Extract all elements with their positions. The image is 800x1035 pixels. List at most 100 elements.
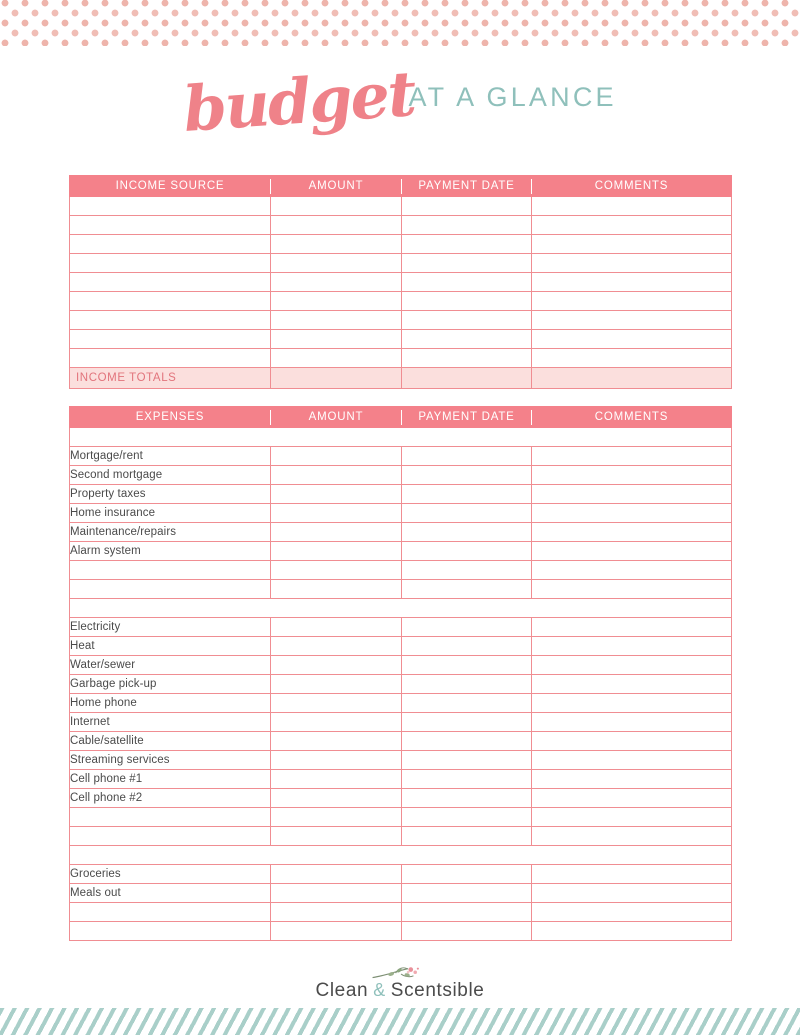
expense-payment-date-cell[interactable]: [401, 636, 532, 656]
income-source-cell[interactable]: [69, 234, 271, 254]
expense-amount-cell[interactable]: [270, 655, 402, 675]
expense-label-cell[interactable]: [69, 921, 271, 941]
expense-amount-cell[interactable]: [270, 693, 402, 713]
expense-amount-cell[interactable]: [270, 541, 402, 561]
expense-payment-date-cell[interactable]: [401, 769, 532, 789]
income-comments-cell[interactable]: [531, 215, 732, 235]
income-source-cell[interactable]: [69, 291, 271, 311]
expense-amount-cell[interactable]: [270, 484, 402, 504]
income-amount-cell[interactable]: [270, 215, 402, 235]
expense-comments-cell[interactable]: [531, 921, 732, 941]
expense-comments-cell[interactable]: [531, 864, 732, 884]
expense-amount-cell[interactable]: [270, 750, 402, 770]
expense-payment-date-cell[interactable]: [401, 503, 532, 523]
income-totals-comments-cell[interactable]: [531, 367, 732, 389]
income-payment-date-cell[interactable]: [401, 253, 532, 273]
income-source-cell[interactable]: [69, 215, 271, 235]
expense-comments-cell[interactable]: [531, 826, 732, 846]
income-comments-cell[interactable]: [531, 291, 732, 311]
expense-payment-date-cell[interactable]: [401, 484, 532, 504]
expense-amount-cell[interactable]: [270, 579, 402, 599]
expense-comments-cell[interactable]: [531, 883, 732, 903]
income-amount-cell[interactable]: [270, 348, 402, 368]
expense-amount-cell[interactable]: [270, 864, 402, 884]
expense-comments-cell[interactable]: [531, 484, 732, 504]
expense-payment-date-cell[interactable]: [401, 522, 532, 542]
expense-comments-cell[interactable]: [531, 560, 732, 580]
income-amount-cell[interactable]: [270, 196, 402, 216]
expense-payment-date-cell[interactable]: [401, 693, 532, 713]
income-amount-cell[interactable]: [270, 253, 402, 273]
expense-payment-date-cell[interactable]: [401, 826, 532, 846]
expense-amount-cell[interactable]: [270, 503, 402, 523]
income-source-cell[interactable]: [69, 310, 271, 330]
income-amount-cell[interactable]: [270, 310, 402, 330]
income-payment-date-cell[interactable]: [401, 215, 532, 235]
expense-payment-date-cell[interactable]: [401, 465, 532, 485]
expense-amount-cell[interactable]: [270, 446, 402, 466]
expense-comments-cell[interactable]: [531, 902, 732, 922]
expense-payment-date-cell[interactable]: [401, 921, 532, 941]
income-amount-cell[interactable]: [270, 329, 402, 349]
expense-amount-cell[interactable]: [270, 636, 402, 656]
expense-payment-date-cell[interactable]: [401, 788, 532, 808]
expense-amount-cell[interactable]: [270, 712, 402, 732]
income-payment-date-cell[interactable]: [401, 348, 532, 368]
income-amount-cell[interactable]: [270, 272, 402, 292]
expense-payment-date-cell[interactable]: [401, 617, 532, 637]
income-comments-cell[interactable]: [531, 253, 732, 273]
income-source-cell[interactable]: [69, 272, 271, 292]
expense-amount-cell[interactable]: [270, 769, 402, 789]
income-payment-date-cell[interactable]: [401, 196, 532, 216]
income-source-cell[interactable]: [69, 196, 271, 216]
expense-amount-cell[interactable]: [270, 617, 402, 637]
income-payment-date-cell[interactable]: [401, 234, 532, 254]
expense-comments-cell[interactable]: [531, 750, 732, 770]
expense-payment-date-cell[interactable]: [401, 541, 532, 561]
expense-payment-date-cell[interactable]: [401, 750, 532, 770]
income-payment-date-cell[interactable]: [401, 329, 532, 349]
expense-comments-cell[interactable]: [531, 674, 732, 694]
income-amount-cell[interactable]: [270, 234, 402, 254]
expense-comments-cell[interactable]: [531, 712, 732, 732]
income-source-cell[interactable]: [69, 348, 271, 368]
expense-payment-date-cell[interactable]: [401, 807, 532, 827]
income-payment-date-cell[interactable]: [401, 291, 532, 311]
expense-amount-cell[interactable]: [270, 465, 402, 485]
expense-payment-date-cell[interactable]: [401, 883, 532, 903]
expense-payment-date-cell[interactable]: [401, 655, 532, 675]
income-comments-cell[interactable]: [531, 348, 732, 368]
expense-payment-date-cell[interactable]: [401, 560, 532, 580]
income-payment-date-cell[interactable]: [401, 310, 532, 330]
income-comments-cell[interactable]: [531, 272, 732, 292]
expense-amount-cell[interactable]: [270, 883, 402, 903]
expense-label-cell[interactable]: [69, 579, 271, 599]
expense-amount-cell[interactable]: [270, 826, 402, 846]
expense-payment-date-cell[interactable]: [401, 674, 532, 694]
expense-payment-date-cell[interactable]: [401, 712, 532, 732]
income-totals-payment-date-cell[interactable]: [401, 367, 532, 389]
expense-comments-cell[interactable]: [531, 522, 732, 542]
expense-amount-cell[interactable]: [270, 731, 402, 751]
expense-comments-cell[interactable]: [531, 655, 732, 675]
income-totals-amount-cell[interactable]: [270, 367, 402, 389]
expense-label-cell[interactable]: [69, 902, 271, 922]
expense-label-cell[interactable]: [69, 826, 271, 846]
expense-comments-cell[interactable]: [531, 693, 732, 713]
expense-comments-cell[interactable]: [531, 617, 732, 637]
expense-comments-cell[interactable]: [531, 636, 732, 656]
expense-amount-cell[interactable]: [270, 788, 402, 808]
expense-amount-cell[interactable]: [270, 902, 402, 922]
expense-comments-cell[interactable]: [531, 788, 732, 808]
expense-amount-cell[interactable]: [270, 560, 402, 580]
expense-label-cell[interactable]: [69, 807, 271, 827]
expense-amount-cell[interactable]: [270, 921, 402, 941]
income-comments-cell[interactable]: [531, 196, 732, 216]
income-payment-date-cell[interactable]: [401, 272, 532, 292]
income-source-cell[interactable]: [69, 253, 271, 273]
expense-comments-cell[interactable]: [531, 465, 732, 485]
expense-amount-cell[interactable]: [270, 807, 402, 827]
expense-payment-date-cell[interactable]: [401, 446, 532, 466]
expense-comments-cell[interactable]: [531, 541, 732, 561]
expense-comments-cell[interactable]: [531, 731, 732, 751]
